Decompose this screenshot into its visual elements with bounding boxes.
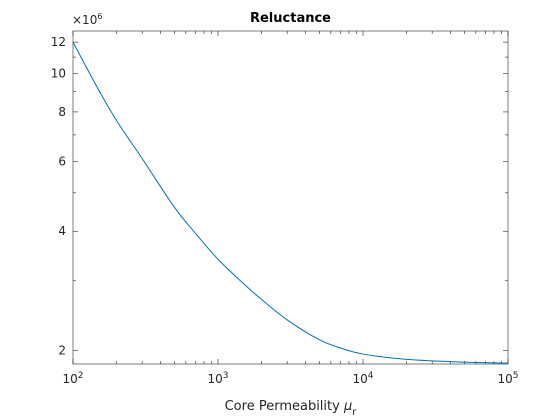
y-tick-label: 12 — [51, 35, 66, 49]
y-tick-label: 8 — [58, 105, 66, 119]
x-tick-exponent: 4 — [368, 371, 374, 381]
x-tick-base: 10 — [497, 372, 512, 386]
x-tick-exponent: 5 — [513, 371, 519, 381]
x-tick-label: 104 — [352, 371, 373, 386]
series-layer — [72, 41, 509, 364]
x-tick-base: 10 — [207, 372, 222, 386]
plot-area — [72, 30, 509, 365]
y-exponent-prefix: ×10 — [72, 13, 97, 27]
x-tick-base: 10 — [62, 372, 77, 386]
chart-title: Reluctance — [250, 11, 331, 26]
y-exponent-power: 6 — [97, 12, 102, 21]
x-tick-label: 105 — [497, 371, 518, 386]
y-tick-label: 6 — [58, 154, 66, 168]
x-tick-exponent: 3 — [223, 371, 229, 381]
x-axis-label-symbol: μ — [343, 399, 352, 414]
x-tick-exponent: 2 — [78, 371, 84, 381]
x-axis-label-text: Core Permeability — [225, 399, 341, 414]
y-tick-label: 10 — [51, 66, 66, 80]
x-axis-label: Core Permeability μr — [225, 399, 358, 418]
tick-marks — [72, 31, 509, 364]
x-tick-base: 10 — [352, 372, 367, 386]
x-axis-label-subscript: r — [352, 407, 357, 418]
reluctance-series-line — [72, 41, 509, 364]
y-tick-label: 2 — [58, 344, 66, 358]
x-tick-label: 103 — [207, 371, 228, 386]
y-exponent-label: ×106 — [72, 12, 102, 27]
x-tick-label: 102 — [62, 371, 83, 386]
y-tick-label: 4 — [58, 224, 66, 238]
